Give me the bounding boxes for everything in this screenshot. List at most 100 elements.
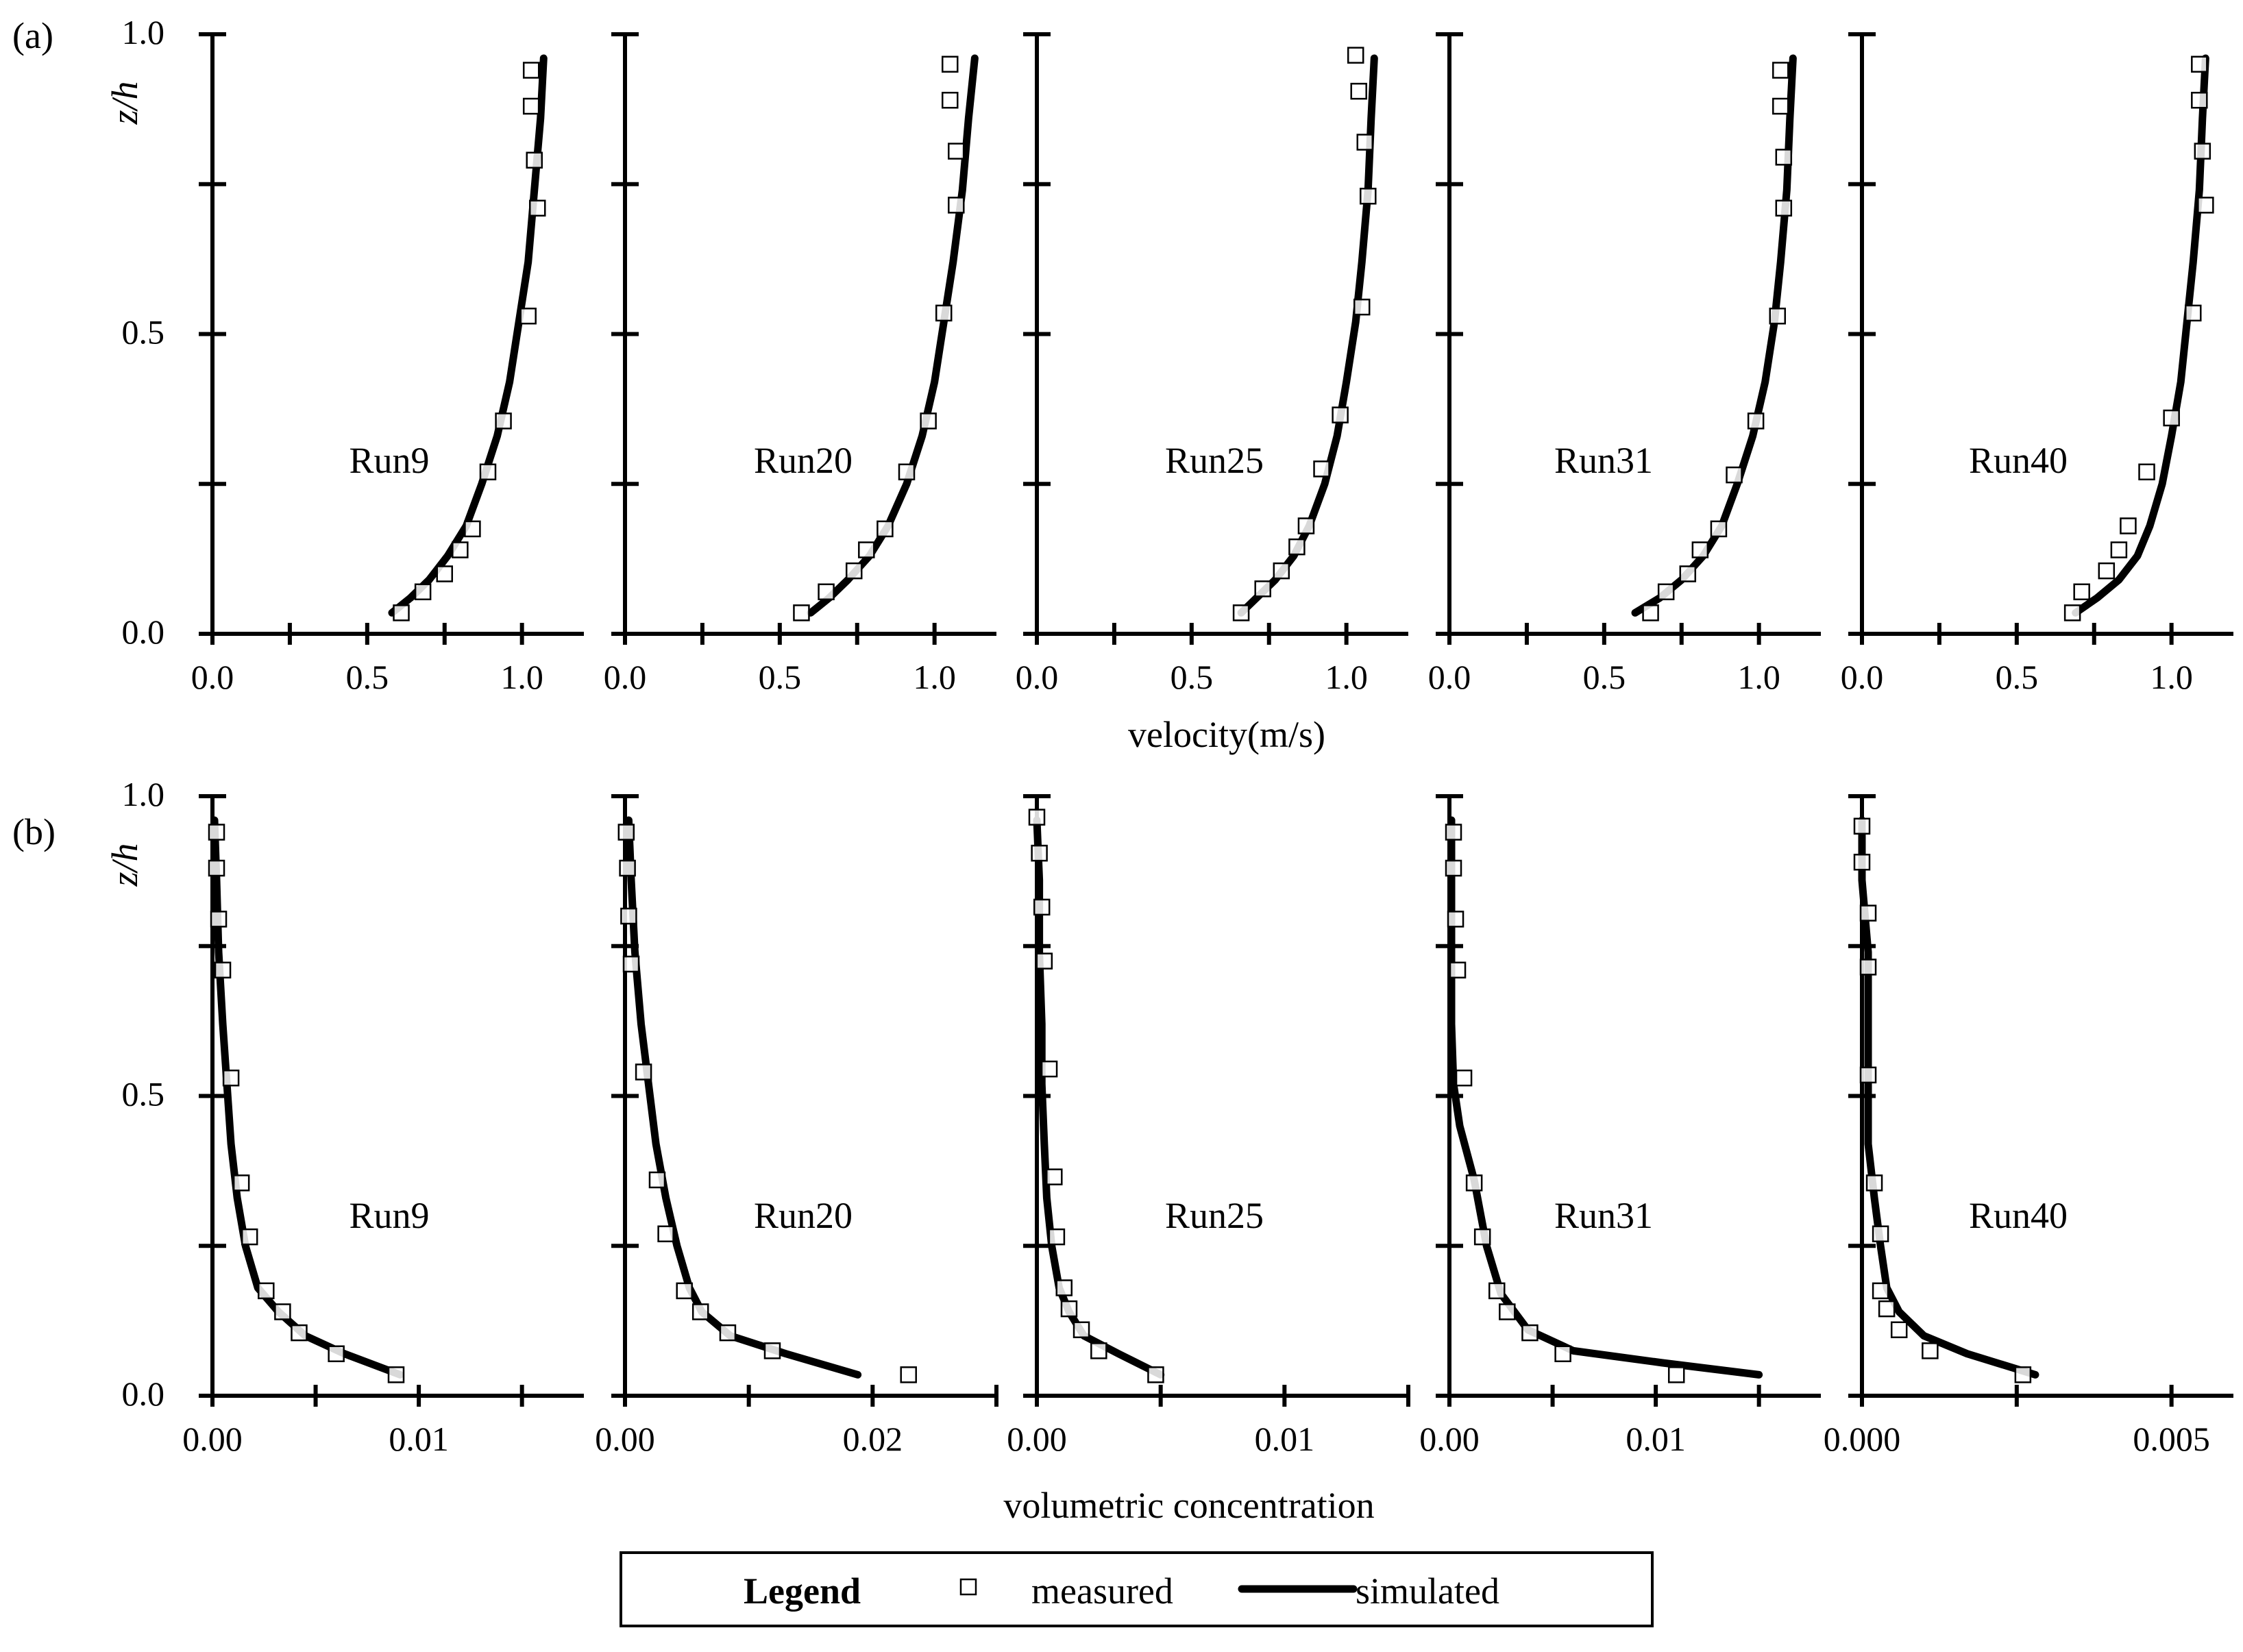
measured-point-r1-run40 xyxy=(1865,1174,1883,1192)
simulated-line-r1-run20 xyxy=(624,816,862,1379)
measured-point-r1-run40 xyxy=(1859,959,1877,976)
x-tick-label-r1-run20: 0.00 xyxy=(595,1420,655,1458)
measured-point-r1-run9 xyxy=(274,1303,291,1320)
y-tick-label-r0-run9: 0.5 xyxy=(122,313,165,352)
panel-r1-run20: 0.00 0.02 Run20 xyxy=(595,794,998,1458)
measured-point-r0-run20 xyxy=(793,604,810,621)
run-label-r0-run9: Run9 xyxy=(349,440,429,481)
measured-point-r0-run31 xyxy=(1691,541,1709,558)
measured-point-r1-run25 xyxy=(1031,844,1048,862)
run-label-r0-run31: Run31 xyxy=(1554,440,1653,481)
measured-point-r1-run9 xyxy=(241,1228,258,1246)
measured-point-r0-run25 xyxy=(1297,517,1315,534)
measured-point-r1-run25 xyxy=(1147,1366,1164,1383)
measured-point-r0-run31 xyxy=(1726,466,1743,484)
simulated-line-r1-run40 xyxy=(1858,816,2039,1379)
measured-point-r1-run25 xyxy=(1033,898,1051,916)
measured-point-r1-run40 xyxy=(1853,817,1871,835)
measured-point-r0-run40 xyxy=(2191,56,2208,73)
measured-point-r1-run31 xyxy=(1445,824,1462,841)
measured-point-r1-run40 xyxy=(1859,1066,1877,1084)
x-tick-label-r1-run9: 0.00 xyxy=(182,1420,243,1458)
measured-point-r1-run20 xyxy=(648,1171,666,1189)
measured-point-r0-run20 xyxy=(942,92,959,109)
measured-point-r0-run40 xyxy=(2063,604,2081,621)
measured-point-r1-run31 xyxy=(1445,859,1462,877)
measured-point-r1-run25 xyxy=(1090,1342,1107,1359)
measured-point-r0-run25 xyxy=(1350,82,1367,100)
panel-r0-run20: 0.0 0.5 1.0 Run20 xyxy=(604,32,996,696)
measured-point-r0-run25 xyxy=(1232,604,1250,621)
measured-point-r0-run9 xyxy=(526,151,543,169)
measured-point-r1-run20 xyxy=(622,955,640,973)
x-tick-label-r1-run40: 0.005 xyxy=(2133,1420,2210,1458)
measured-point-r1-run31 xyxy=(1473,1228,1491,1246)
x-tick-label-r0-run25: 0.0 xyxy=(1016,658,1059,696)
measured-point-r0-run40 xyxy=(2197,197,2214,214)
legend-measured-label: measured xyxy=(1031,1570,1173,1612)
measured-point-r0-run20 xyxy=(877,520,894,538)
run-label-r1-run25: Run25 xyxy=(1165,1195,1264,1236)
legend: Legend measured simulated xyxy=(620,1551,1654,1627)
measured-point-r1-run20 xyxy=(900,1366,917,1383)
measured-point-r1-run31 xyxy=(1465,1174,1483,1192)
measured-point-r0-run31 xyxy=(1772,97,1789,115)
measured-point-r1-run40 xyxy=(1890,1321,1908,1338)
x-tick-label-r1-run31: 0.01 xyxy=(1626,1420,1686,1458)
panel-r0-run25: 0.0 0.5 1.0 Run25 xyxy=(1016,32,1408,696)
measured-point-r1-run25 xyxy=(1046,1168,1063,1185)
measured-point-r0-run25 xyxy=(1356,134,1374,151)
y-tick-label-r1-run9: 1.0 xyxy=(122,775,165,813)
measured-point-r1-run31 xyxy=(1449,961,1467,978)
x-axis-title-concentration: volumetric concentration xyxy=(1003,1485,1374,1526)
x-tick-label-r1-run9: 0.01 xyxy=(389,1420,449,1458)
measured-point-r0-run20 xyxy=(948,197,965,214)
x-tick-label-r0-run31: 1.0 xyxy=(1737,658,1780,696)
measured-point-r1-run9 xyxy=(222,1070,240,1087)
run-label-r0-run40: Run40 xyxy=(1969,440,2068,481)
legend-title: Legend xyxy=(744,1570,861,1612)
panel-r1-run31: 0.00 0.01 Run31 xyxy=(1419,794,1821,1458)
measured-point-r1-run20 xyxy=(691,1303,709,1320)
measured-point-r0-run40 xyxy=(2138,463,2155,480)
x-tick-label-r0-run20: 0.0 xyxy=(604,658,647,696)
run-label-r0-run25: Run25 xyxy=(1165,440,1264,481)
run-label-r1-run9: Run9 xyxy=(349,1195,429,1236)
measured-point-r1-run25 xyxy=(1028,809,1046,826)
measured-point-r0-run20 xyxy=(942,56,959,73)
x-tick-label-r1-run25: 0.01 xyxy=(1255,1420,1315,1458)
measured-point-r0-run25 xyxy=(1332,406,1349,423)
measured-point-r0-run20 xyxy=(858,541,875,558)
measured-point-r0-run40 xyxy=(2073,583,2090,600)
y-tick-label-r1-run9: 0.5 xyxy=(122,1075,165,1113)
measured-point-r0-run20 xyxy=(948,143,965,160)
measured-point-r0-run9 xyxy=(519,308,537,325)
x-tick-label-r1-run31: 0.00 xyxy=(1419,1420,1480,1458)
measured-point-r0-run9 xyxy=(522,62,540,79)
run-label-r0-run20: Run20 xyxy=(754,440,853,481)
y-tick-label-r1-run9: 0.0 xyxy=(122,1374,165,1413)
measured-point-r1-run40 xyxy=(2014,1366,2032,1383)
measured-point-r1-run40 xyxy=(1859,904,1877,922)
measured-point-r1-run25 xyxy=(1073,1321,1090,1338)
y-axis-title-a: z/h xyxy=(104,81,145,125)
measured-point-r1-run9 xyxy=(328,1345,345,1362)
measured-point-r1-run9 xyxy=(210,911,228,928)
simulated-line-r1-run9 xyxy=(210,816,404,1379)
simulated-line-r0-run9 xyxy=(388,54,548,617)
measured-point-r0-run9 xyxy=(495,412,512,430)
panel-r1-run25: 0.00 0.01 Run25 xyxy=(1007,794,1410,1458)
x-tick-label-r1-run40: 0.000 xyxy=(1824,1420,1901,1458)
measured-point-r0-run9 xyxy=(479,463,497,480)
measured-point-r1-run9 xyxy=(232,1174,250,1192)
measured-point-r0-run20 xyxy=(898,463,916,480)
simulated-line-r0-run20 xyxy=(807,54,979,617)
measured-point-r0-run40 xyxy=(2163,409,2180,427)
x-tick-label-r0-run31: 0.5 xyxy=(1583,658,1626,696)
run-label-r1-run20: Run20 xyxy=(754,1195,853,1236)
measured-point-r1-run31 xyxy=(1667,1366,1685,1383)
measured-point-r0-run31 xyxy=(1657,583,1675,600)
measured-point-r0-run31 xyxy=(1775,199,1793,217)
